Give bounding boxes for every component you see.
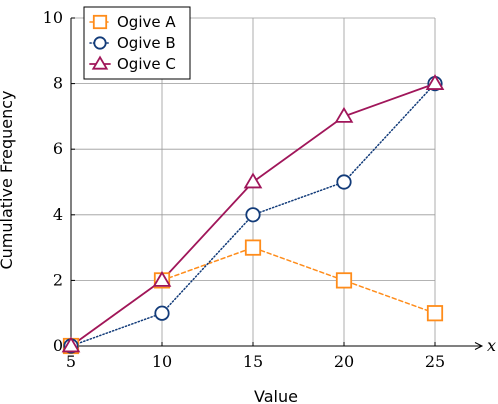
y-tick-label-1: 2 <box>53 270 63 289</box>
data-point-ogive-a-2 <box>244 239 262 256</box>
y-tick-label-4: 8 <box>53 74 63 93</box>
x-tick-label-3: 20 <box>334 352 354 371</box>
series-markers <box>61 74 445 355</box>
legend-marker-ogive-b <box>93 36 107 50</box>
data-point-ogive-c-2 <box>243 172 263 189</box>
y-tick-label-2: 4 <box>53 205 63 224</box>
legend-marker-ogive-c <box>91 55 109 70</box>
legend-label-ogive-a: Ogive A <box>117 13 176 31</box>
legend-marker-ogive-a <box>92 14 108 30</box>
x-tick-label-2: 15 <box>243 352 263 371</box>
y-tick-label-0: 0 <box>53 336 63 355</box>
legend-label-ogive-c: Ogive C <box>117 55 176 73</box>
data-point-ogive-c-4 <box>425 74 445 90</box>
data-point-ogive-a-3 <box>335 272 353 289</box>
y-tick-label-5: 10 <box>43 8 63 27</box>
legend-label-ogive-b: Ogive B <box>117 34 176 52</box>
data-point-ogive-b-1 <box>154 305 170 321</box>
x-tick-label-1: 10 <box>152 352 172 371</box>
x-tick-label-4: 25 <box>425 352 445 371</box>
data-point-ogive-a-4 <box>426 305 444 322</box>
data-point-ogive-c-0 <box>61 336 81 353</box>
x-axis-label: Value <box>254 387 298 404</box>
legend: Ogive A Ogive B Ogive C <box>83 6 191 80</box>
y-axis-label: Cumulative Frequency <box>0 90 16 269</box>
data-point-ogive-c-1 <box>152 270 172 287</box>
x-axis-end-label: x <box>487 336 496 355</box>
x-axis-arrow-icon <box>474 342 484 350</box>
axes: 5 10 15 20 25 0 2 4 6 8 10 <box>43 8 484 371</box>
series-line-ogive-a <box>70 246 436 347</box>
data-point-ogive-b-2 <box>245 207 261 223</box>
data-point-ogive-c-3 <box>334 106 354 123</box>
data-point-ogive-b-3 <box>336 174 352 190</box>
x-tick-label-0: 5 <box>66 352 76 371</box>
y-tick-label-3: 6 <box>53 139 63 158</box>
